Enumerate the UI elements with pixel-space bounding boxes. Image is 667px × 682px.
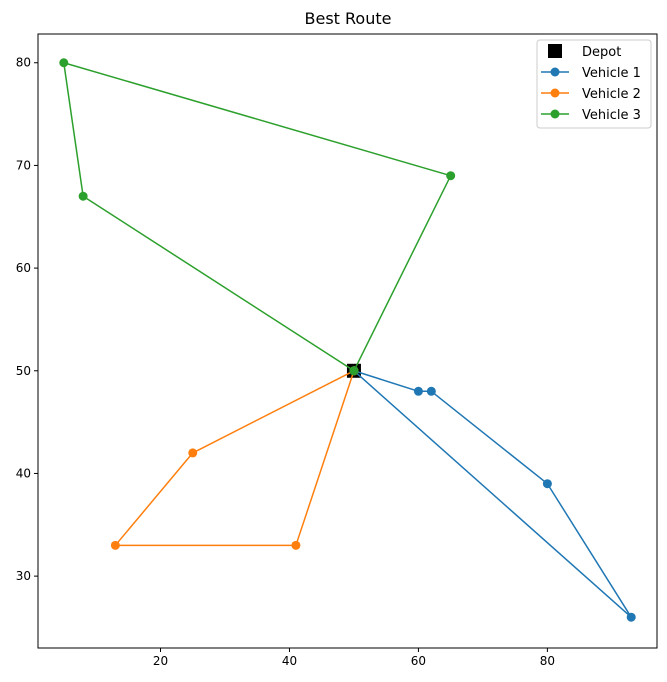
data-point-vehicle-3	[59, 58, 69, 68]
chart-title: Best Route	[305, 9, 392, 28]
y-tick-label: 50	[16, 364, 31, 378]
x-tick-label: 60	[411, 654, 426, 668]
legend-label: Depot	[582, 45, 621, 60]
y-axis: 30 40 50 60 70 80	[16, 56, 38, 583]
y-tick-label: 30	[16, 569, 31, 583]
x-tick-label: 20	[153, 654, 168, 668]
data-point-vehicle-2	[291, 540, 301, 550]
legend-box	[536, 39, 652, 129]
x-tick-label: 80	[540, 654, 555, 668]
series-line-vehicle-1	[353, 370, 632, 618]
legend: Depot Vehicle 1 Vehicle 2 Vehicle 3	[536, 39, 652, 129]
legend-marker-vehicle-1	[550, 67, 560, 77]
y-tick-label: 80	[16, 56, 31, 70]
x-tick-label: 40	[282, 654, 297, 668]
data-point-vehicle-1	[426, 386, 436, 396]
data-point-vehicle-1	[413, 386, 423, 396]
legend-label: Vehicle 3	[582, 108, 641, 123]
series-line-vehicle-3	[63, 61, 452, 372]
data-point-vehicle-2	[188, 448, 198, 458]
legend-marker-vehicle-2	[550, 88, 560, 98]
legend-label: Vehicle 2	[582, 87, 641, 102]
legend-label: Vehicle 1	[582, 66, 641, 81]
plot-frame	[37, 33, 658, 649]
legend-marker-vehicle-3	[550, 109, 560, 119]
series-line-vehicle-2	[114, 370, 355, 547]
data-point-vehicle-2	[110, 540, 120, 550]
data-point-vehicle-1	[626, 612, 636, 622]
y-tick-label: 70	[16, 158, 31, 172]
data-point-vehicle-3	[446, 171, 456, 181]
x-axis: 20 40 60 80	[153, 648, 555, 668]
data-point-vehicle-3	[349, 366, 359, 376]
legend-depot-marker	[548, 44, 562, 58]
y-tick-label: 40	[16, 466, 31, 480]
y-tick-label: 60	[16, 261, 31, 275]
data-point-vehicle-3	[78, 191, 88, 201]
plot-area	[59, 58, 636, 622]
data-point-vehicle-1	[542, 479, 552, 489]
